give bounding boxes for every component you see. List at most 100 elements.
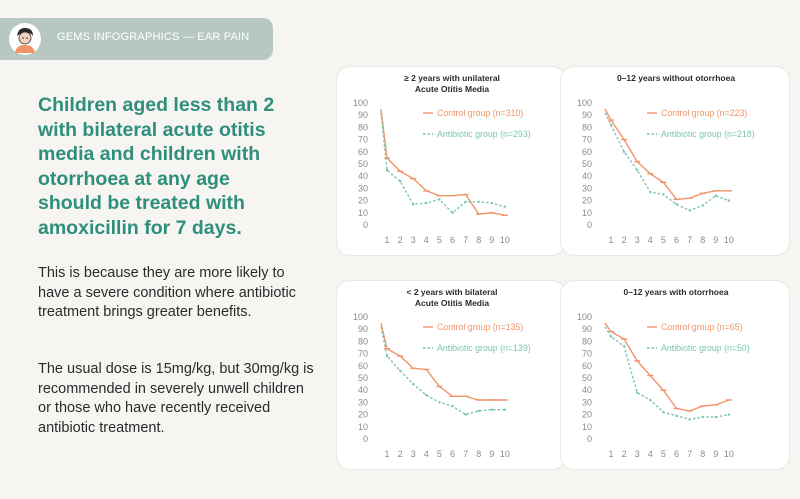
y-tick-label: 10 <box>582 422 592 432</box>
y-tick-label: 10 <box>358 422 368 432</box>
antibiotic-data-point <box>412 203 415 206</box>
avatar-icon <box>9 23 41 55</box>
antibiotic-data-point <box>503 205 507 208</box>
x-tick-label: 6 <box>450 449 455 459</box>
y-tick-label: 60 <box>582 361 592 371</box>
antibiotic-data-point <box>451 404 454 408</box>
antibiotic-data-point <box>622 150 626 153</box>
y-tick-label: 20 <box>582 196 592 206</box>
x-tick-label: 8 <box>476 449 481 459</box>
chart-card-bilateral: < 2 years with bilateral Acute Otitis Med… <box>336 280 566 470</box>
antibiotic-data-point <box>688 209 691 212</box>
headline: Children aged less than 2 with bilateral… <box>38 94 275 239</box>
x-tick-label: 8 <box>700 449 705 459</box>
y-tick-label: 20 <box>582 410 592 420</box>
x-tick-label: 9 <box>489 449 494 459</box>
x-tick-label: 9 <box>489 235 494 245</box>
x-tick-label: 7 <box>463 235 468 245</box>
chart-card-with-otorrhoea: 0–12 years with otorrhoea 0 10 20 30 40 50 60 70… <box>560 280 790 470</box>
antibiotic-data-point <box>636 391 639 394</box>
x-tick-label: 5 <box>437 449 442 459</box>
x-tick-label: 7 <box>463 449 468 459</box>
paragraph-reason: This is because they are more likely to … <box>38 265 296 320</box>
chart-title-line: ≥ 2 years with unilateral <box>404 73 500 83</box>
legend-control-label: Control group (n=310) <box>437 108 523 118</box>
antibiotic-data-point <box>675 203 678 206</box>
chart-card-without-otorrhoea: 0–12 years without otorrhoea 0 10 20 30 40 50 6… <box>560 66 790 256</box>
antibiotic-data-point <box>438 401 441 404</box>
antibiotic-data-point <box>398 369 402 372</box>
y-tick-label: 0 <box>363 434 368 444</box>
x-tick-label: 3 <box>635 449 640 459</box>
x-tick-label: 8 <box>476 235 481 245</box>
y-tick-label: 20 <box>358 196 368 206</box>
y-tick-label: 80 <box>358 336 368 346</box>
header-title: GEMS INFOGRAPHICS — EAR PAIN <box>57 31 250 43</box>
y-tick-label: 90 <box>582 324 592 334</box>
antibiotic-data-point <box>477 409 480 413</box>
y-tick-label: 70 <box>582 135 592 145</box>
control-series-line <box>604 108 729 201</box>
y-tick-label: 70 <box>358 135 368 145</box>
legend-control-label: Control group (n=135) <box>437 322 523 332</box>
y-tick-label: 60 <box>582 147 592 157</box>
x-tick-label: 10 <box>500 449 510 459</box>
y-tick-label: 70 <box>358 349 368 359</box>
antibiotic-data-point <box>425 201 428 205</box>
y-tick-label: 50 <box>358 373 368 383</box>
antibiotic-data-point <box>451 211 454 214</box>
y-tick-label: 10 <box>582 208 592 218</box>
legend-control-label: Control group (n=65) <box>661 322 742 332</box>
x-tick-label: 3 <box>411 235 416 245</box>
control-series-line <box>380 109 506 216</box>
chart-with-otorrhoea: 0–12 years with otorrhoea 0 10 20 30 40 50 60 70… <box>577 287 750 459</box>
x-tick-label: 8 <box>700 235 705 245</box>
x-tick-label: 9 <box>713 449 718 459</box>
legend-antibiotic-label: Antibiotic group (n=218) <box>661 129 755 139</box>
antibiotic-data-point <box>622 345 626 348</box>
x-tick-label: 6 <box>450 235 455 245</box>
header-bar: GEMS INFOGRAPHICS — EAR PAIN <box>0 18 273 60</box>
antibiotic-series-line <box>380 112 506 214</box>
x-tick-label: 7 <box>687 235 692 245</box>
x-tick-label: 3 <box>411 449 416 459</box>
chart-title-line: Acute Otitis Media <box>415 84 489 94</box>
x-tick-label: 3 <box>635 235 640 245</box>
paragraph-dosage: The usual dose is 15mg/kg, but 30mg/kg i… <box>38 361 314 436</box>
y-tick-label: 50 <box>582 159 592 169</box>
x-tick-label: 5 <box>661 449 666 459</box>
x-tick-label: 4 <box>648 235 653 245</box>
y-tick-label: 40 <box>582 171 592 181</box>
x-tick-label: 5 <box>437 235 442 245</box>
antibiotic-data-point <box>490 201 493 205</box>
antibiotic-series-line <box>604 112 730 212</box>
y-tick-label: 10 <box>358 208 368 218</box>
antibiotic-data-point <box>503 408 507 411</box>
legend-control-label: Control group (n=223) <box>661 108 747 118</box>
antibiotic-data-point <box>636 168 639 172</box>
antibiotic-data-point <box>464 200 467 204</box>
antibiotic-data-point <box>688 418 691 421</box>
y-tick-label: 60 <box>358 147 368 157</box>
antibiotic-data-point <box>464 413 467 416</box>
y-tick-label: 80 <box>582 336 592 346</box>
legend-antibiotic-label: Antibiotic group (n=139) <box>437 343 531 353</box>
y-tick-label: 70 <box>582 349 592 359</box>
antibiotic-data-point <box>398 179 402 183</box>
y-tick-label: 90 <box>358 324 368 334</box>
x-tick-label: 1 <box>608 449 613 459</box>
chart-title-line: Acute Otitis Media <box>415 298 489 308</box>
y-tick-label: 40 <box>582 385 592 395</box>
antibiotic-data-point <box>662 410 665 414</box>
chart-without-otorrhoea: 0–12 years without otorrhoea 0 10 20 30 40 50 6… <box>577 73 755 245</box>
chart-title-line: 0–12 years without otorrhoea <box>617 73 735 83</box>
chart-title-line: < 2 years with bilateral <box>407 287 498 297</box>
x-tick-label: 2 <box>398 235 403 245</box>
y-tick-label: 80 <box>582 122 592 132</box>
antibiotic-data-point <box>727 199 731 202</box>
antibiotic-data-point <box>412 382 415 386</box>
x-tick-label: 1 <box>384 449 389 459</box>
x-tick-label: 2 <box>622 449 627 459</box>
antibiotic-data-point <box>609 335 613 338</box>
y-tick-label: 20 <box>358 410 368 420</box>
